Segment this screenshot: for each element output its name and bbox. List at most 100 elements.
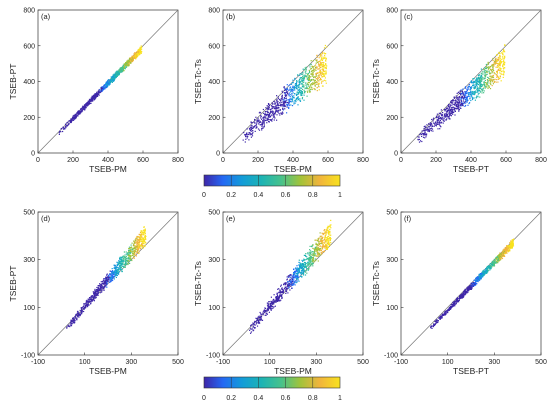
scatter-point xyxy=(496,72,498,74)
scatter-point xyxy=(474,85,477,87)
scatter-point xyxy=(302,264,304,266)
scatter-point xyxy=(107,80,109,82)
y-tick-label: 600 xyxy=(23,43,35,50)
scatter-point xyxy=(424,134,426,136)
scatter-point xyxy=(315,255,317,257)
y-tick-label: 200 xyxy=(208,115,220,122)
scatter-point xyxy=(292,99,294,101)
scatter-point xyxy=(102,280,104,283)
scatter-point xyxy=(127,257,129,259)
scatter-point xyxy=(269,306,271,309)
scatter-point xyxy=(258,123,260,125)
scatter-point xyxy=(316,78,318,80)
panel-a: 0 200 400 600 8000200400600800(a)TSEB-PMTSEB… xyxy=(8,8,184,175)
scatter-point xyxy=(299,73,301,75)
scatter-point xyxy=(488,70,490,72)
scatter-point xyxy=(487,66,489,68)
scatter-point xyxy=(321,72,323,74)
scatter-point xyxy=(311,263,313,265)
scatter-point xyxy=(471,95,473,97)
scatter-point xyxy=(105,279,107,281)
scatter-point xyxy=(94,297,96,299)
scatter-point xyxy=(256,120,258,122)
scatter-point xyxy=(91,95,93,97)
scatter-point xyxy=(100,90,102,92)
scatter-point xyxy=(476,89,478,91)
scatter-point xyxy=(323,251,325,253)
scatter-point xyxy=(136,238,138,241)
scatter-point xyxy=(417,138,419,140)
scatter-point xyxy=(258,129,261,131)
scatter-point xyxy=(311,257,313,259)
scatter-point xyxy=(491,64,493,66)
scatter-point xyxy=(491,85,493,87)
scatter-point xyxy=(279,99,281,101)
scatter-point xyxy=(106,281,108,283)
scatter-point xyxy=(482,84,484,86)
scatter-point xyxy=(437,116,439,118)
scatter-point xyxy=(95,294,97,297)
scatter-point xyxy=(114,274,116,276)
scatter-point xyxy=(133,57,135,59)
scatter-point xyxy=(101,285,103,287)
scatter-point xyxy=(461,295,463,297)
scatter-point xyxy=(95,292,97,294)
scatter-point xyxy=(139,52,142,54)
scatter-point xyxy=(315,247,317,249)
scatter-point xyxy=(495,81,497,83)
scatter-point xyxy=(255,320,257,323)
scatter-point xyxy=(99,284,101,286)
scatter-point xyxy=(418,141,421,143)
scatter-point xyxy=(74,117,76,120)
y-tick-label: -100 xyxy=(21,353,35,360)
scatter-point xyxy=(483,87,485,89)
scatter-point xyxy=(301,94,303,96)
scatter-point xyxy=(464,105,466,107)
scatter-point xyxy=(263,119,265,121)
scatter-point xyxy=(488,86,490,88)
scatter-point xyxy=(318,82,320,84)
panel-e: -100 100 300 500-100100300500(e)TSEB-PMTSEB… xyxy=(193,210,369,377)
scatter-point xyxy=(462,88,464,90)
scatter-point xyxy=(496,54,498,56)
scatter-point xyxy=(266,119,268,122)
scatter-point xyxy=(291,94,293,96)
scatter-point xyxy=(135,255,137,257)
scatter-point xyxy=(301,81,304,83)
scatter-point xyxy=(432,125,434,127)
scatter-point xyxy=(119,67,122,69)
scatter-point xyxy=(274,112,276,114)
scatter-point xyxy=(133,248,135,250)
scatter-point xyxy=(136,53,138,55)
scatter-point xyxy=(271,120,273,122)
scatter-point xyxy=(483,68,485,71)
scatter-point xyxy=(312,256,314,258)
scatter-point xyxy=(289,274,291,276)
scatter-point xyxy=(449,106,451,108)
scatter-point xyxy=(83,310,85,313)
scatter-point xyxy=(281,291,283,294)
scatter-point xyxy=(323,57,325,59)
panel-d: -100 100 300 500-100100300500(d)TSEB-PMTSEB… xyxy=(8,210,184,377)
y-tick-label: 800 xyxy=(208,8,220,15)
scatter-point xyxy=(480,79,482,82)
scatter-point xyxy=(491,63,493,66)
scatter-point xyxy=(112,275,114,277)
x-tick-label: 600 xyxy=(137,157,149,164)
scatter-point xyxy=(80,111,82,113)
scatter-point xyxy=(288,101,290,103)
scatter-point xyxy=(306,86,308,88)
scatter-point xyxy=(499,60,502,62)
scatter-point xyxy=(97,293,99,295)
scatter-point xyxy=(301,77,303,80)
scatter-point xyxy=(282,112,284,114)
scatter-point xyxy=(489,80,491,82)
scatter-point xyxy=(80,110,82,112)
scatter-point xyxy=(492,68,494,70)
scatter-point xyxy=(326,237,328,239)
scatter-point xyxy=(477,81,479,83)
scatter-point xyxy=(95,290,97,292)
scatter-point xyxy=(477,93,479,95)
scatter-point xyxy=(437,123,439,125)
scatter-point xyxy=(88,103,90,105)
